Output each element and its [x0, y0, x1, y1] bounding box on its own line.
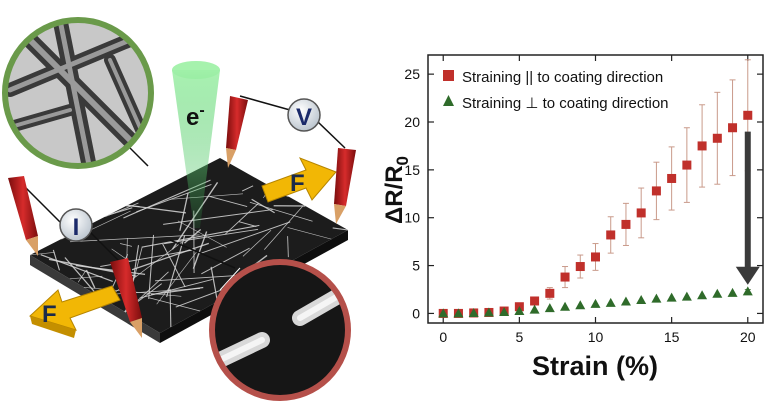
data-point-perpendicular [682, 292, 692, 301]
data-point-parallel [576, 262, 585, 271]
y-tick-label: 5 [412, 258, 420, 274]
data-point-parallel [606, 230, 615, 239]
probe-bottom-left [8, 176, 38, 256]
force-arrow-right: F [262, 158, 336, 202]
force-arrow-left: F [30, 286, 120, 338]
voltmeter-label: V [296, 104, 312, 131]
data-point-perpendicular [712, 289, 722, 298]
data-point-perpendicular [575, 300, 585, 309]
voltmeter: V [288, 99, 320, 131]
data-point-perpendicular [743, 286, 753, 295]
force-label-left: F [42, 301, 57, 328]
y-tick-label: 0 [412, 305, 420, 321]
probe-top-right [334, 148, 356, 224]
legend-label-parallel: Straining || to coating direction [462, 69, 663, 86]
data-point-parallel [743, 111, 752, 120]
legend-marker-square [443, 70, 454, 81]
data-point-perpendicular [530, 305, 540, 314]
nanowire [126, 206, 139, 207]
legend: Straining || to coating direction Strain… [443, 69, 669, 112]
force-label-right: F [290, 170, 305, 197]
data-markers [438, 111, 753, 318]
tem-inset [0, 15, 160, 175]
data-point-perpendicular [697, 290, 707, 299]
legend-item-parallel: Straining || to coating direction [443, 69, 663, 86]
data-point-perpendicular [560, 302, 570, 311]
x-tick-label: 5 [515, 329, 523, 345]
data-point-parallel [667, 174, 676, 183]
x-tick-label: 15 [664, 329, 680, 345]
x-tick-label: 20 [740, 329, 756, 345]
data-point-parallel [698, 141, 707, 150]
data-point-perpendicular [591, 299, 601, 308]
data-point-parallel [652, 186, 661, 195]
data-point-parallel [591, 252, 600, 261]
data-point-perpendicular [728, 288, 738, 297]
data-point-parallel [561, 273, 570, 282]
y-axis-title: ΔR/R0 [381, 156, 412, 224]
data-point-parallel [637, 208, 646, 217]
data-point-parallel [728, 123, 737, 132]
data-point-parallel [530, 296, 539, 305]
ammeter-label: I [73, 214, 80, 241]
x-tick-label: 0 [439, 329, 447, 345]
y-tick-label: 25 [404, 66, 420, 82]
x-tick-label: 10 [588, 329, 604, 345]
x-axis-title: Strain (%) [532, 351, 658, 381]
y-tick-label: 20 [404, 114, 420, 130]
sem-inset [210, 260, 350, 400]
data-point-parallel [713, 134, 722, 143]
data-point-perpendicular [545, 303, 555, 312]
legend-marker-triangle [443, 95, 454, 106]
probe-top-left [226, 96, 248, 168]
legend-item-perpendicular: Straining ⊥ to coating direction [443, 95, 669, 112]
ammeter: I [60, 209, 92, 241]
data-point-perpendicular [636, 295, 646, 304]
data-point-perpendicular [606, 298, 616, 307]
data-point-parallel [682, 161, 691, 170]
annotation-arrow [736, 132, 760, 285]
schematic: F F e- [0, 15, 356, 400]
data-point-perpendicular [667, 293, 677, 302]
data-point-perpendicular [621, 296, 631, 305]
nanowire [170, 289, 171, 327]
legend-label-perpendicular: Straining ⊥ to coating direction [462, 95, 669, 112]
data-point-parallel [621, 220, 630, 229]
data-point-perpendicular [651, 294, 661, 303]
arrow-head [736, 267, 760, 285]
data-point-parallel [545, 289, 554, 298]
